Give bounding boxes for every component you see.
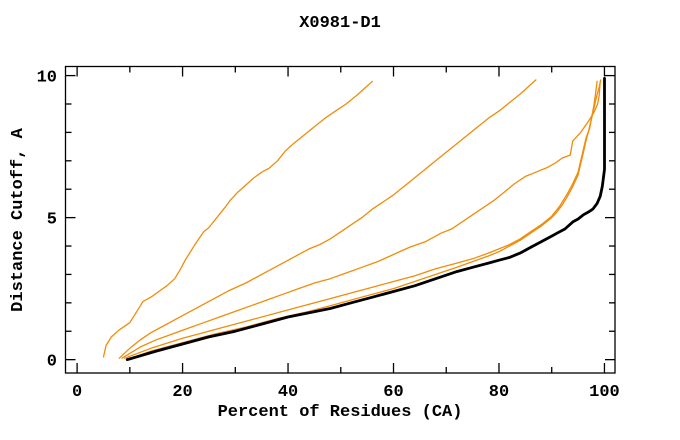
x-tick-label: 100 — [589, 383, 620, 402]
curve-orange-curve-5 — [126, 79, 602, 361]
plot-border — [64, 65, 616, 374]
curve-orange-curve-4 — [123, 80, 598, 359]
x-tick-label: 0 — [72, 383, 82, 402]
curve-orange-curve-3 — [121, 80, 601, 359]
y-tick-label: 10 — [37, 69, 57, 88]
curve-orange-curve-2 — [118, 79, 537, 359]
plot-title: X0981-D1 — [299, 14, 381, 33]
x-axis-label: Percent of Residues (CA) — [218, 403, 463, 422]
x-tick-label: 80 — [489, 383, 509, 402]
plot-elements: 0 20 40 60 80 100 0 5 10 — [37, 65, 620, 402]
x-tick-label: 20 — [172, 383, 192, 402]
curve-orange-curve-1 — [102, 80, 374, 358]
y-tick-label: 5 — [47, 211, 57, 230]
curve-black-curve — [125, 77, 606, 362]
x-tick-label: 40 — [278, 383, 298, 402]
y-tick-label: 0 — [47, 353, 57, 372]
x-tick-label: 60 — [383, 383, 403, 402]
y-axis-label: Distance Cutoff, A — [9, 127, 28, 311]
